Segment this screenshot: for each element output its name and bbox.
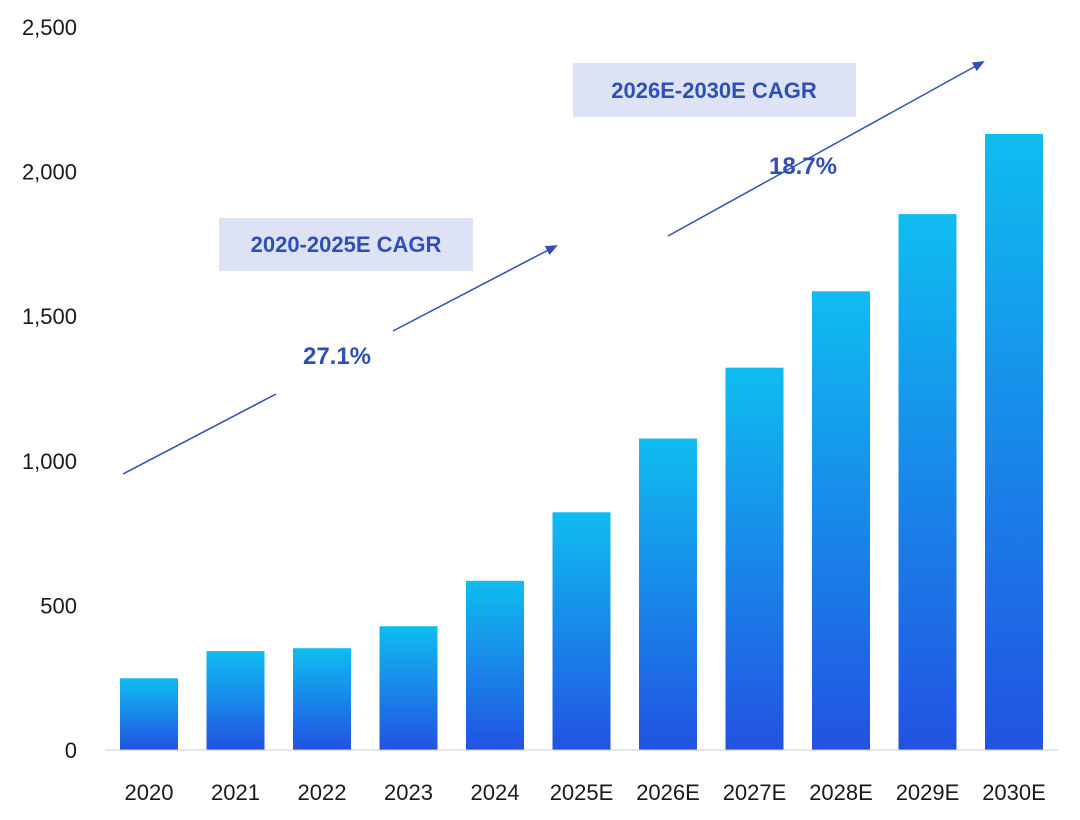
y-tick-label: 1,500 xyxy=(22,304,77,329)
x-tick-label: 2020 xyxy=(125,780,174,805)
cagr-annotation-1: 2020-2025E CAGR 27.1% xyxy=(122,218,558,475)
bar-2028e xyxy=(812,291,870,750)
y-axis: 0 500 1,000 1,500 2,000 2,500 xyxy=(22,15,77,763)
cagr-label-box-2 xyxy=(573,63,856,117)
bar-2022 xyxy=(293,648,351,750)
x-tick-label: 2022 xyxy=(298,780,347,805)
bars-group xyxy=(120,134,1043,750)
x-tick-label: 2024 xyxy=(471,780,520,805)
cagr-label-1: 2020-2025E CAGR xyxy=(251,232,442,257)
cagr-arrow-1-head xyxy=(392,245,558,332)
bar-2024 xyxy=(466,580,524,750)
y-tick-label: 0 xyxy=(65,738,77,763)
y-tick-label: 500 xyxy=(40,593,77,618)
y-tick-label: 2,000 xyxy=(22,160,77,185)
x-tick-label: 2021 xyxy=(211,780,260,805)
bar-2023 xyxy=(379,626,438,750)
x-tick-label: 2025E xyxy=(550,780,614,805)
x-tick-label: 2023 xyxy=(384,780,433,805)
bar-2025e xyxy=(552,512,611,750)
cagr-label-box-1 xyxy=(219,218,473,271)
x-tick-label: 2027E xyxy=(723,780,787,805)
bar-2026e xyxy=(639,438,697,750)
cagr-label-2: 2026E-2030E CAGR xyxy=(611,78,817,103)
x-tick-label: 2030E xyxy=(982,780,1046,805)
bar-2030e xyxy=(985,134,1043,750)
cagr-annotation-2: 2026E-2030E CAGR 18.7% xyxy=(573,61,985,237)
x-tick-label: 2026E xyxy=(636,780,700,805)
bar-2021 xyxy=(206,651,265,750)
x-axis: 2020 2021 2022 2023 2024 2025E 2026E 2027E 2028E… xyxy=(125,780,1046,805)
x-tick-label: 2028E xyxy=(809,780,873,805)
y-tick-label: 1,000 xyxy=(22,449,77,474)
x-tick-label: 2029E xyxy=(896,780,960,805)
bar-2027e xyxy=(725,367,784,750)
cagr-arrow-1-tail xyxy=(122,393,277,475)
cagr-arrow-2 xyxy=(667,61,985,237)
cagr-value-1: 27.1% xyxy=(303,343,371,370)
bar-2029e xyxy=(898,214,957,750)
cagr-value-2: 18.7% xyxy=(769,153,837,180)
bar-2020 xyxy=(120,678,178,750)
y-tick-label: 2,500 xyxy=(22,15,77,40)
